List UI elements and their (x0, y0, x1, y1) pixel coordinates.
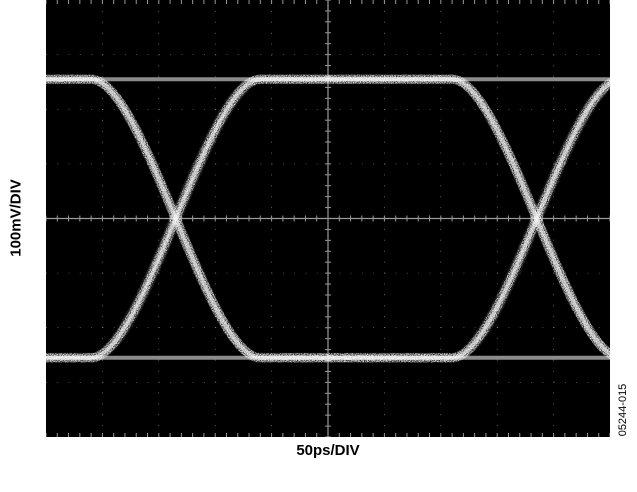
eye-transition-trace-b-core (46, 77, 610, 360)
y-axis-label: 100mV/DIV (7, 179, 25, 257)
graticule (46, 0, 610, 437)
eye-diagram-plot (46, 0, 610, 437)
eye-traces (46, 74, 610, 363)
figure-id: 05244-015 (617, 383, 629, 437)
eye-diagram-display (46, 0, 610, 437)
x-axis-label: 50ps/DIV (296, 442, 360, 459)
eye-transition-trace-a-core (46, 77, 610, 360)
